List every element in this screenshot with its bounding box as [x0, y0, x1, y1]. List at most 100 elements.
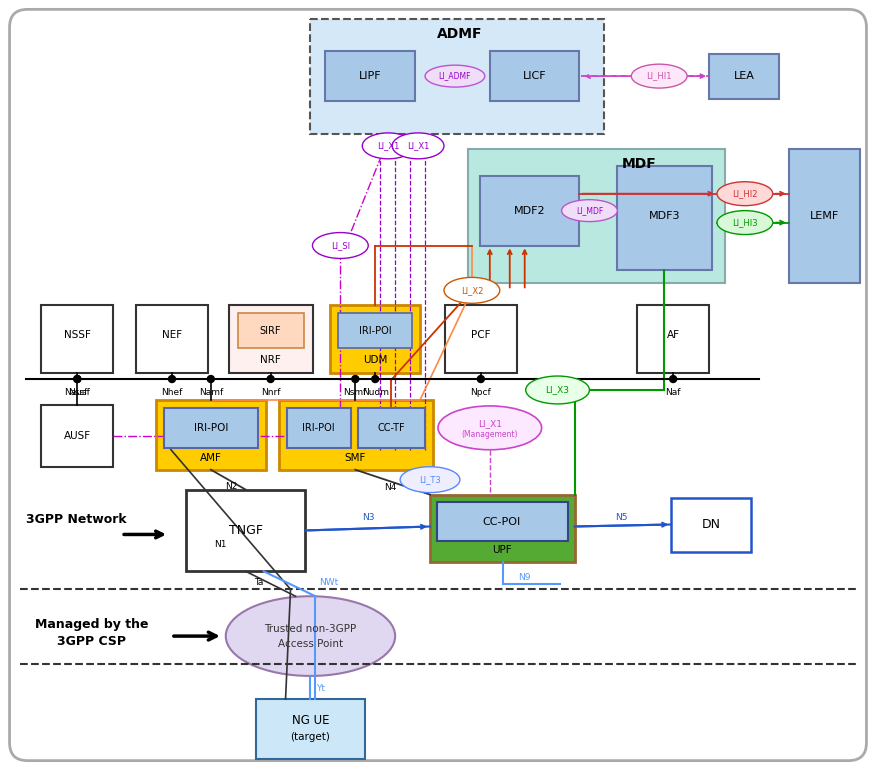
Ellipse shape — [312, 233, 367, 259]
Text: LI_X1: LI_X1 — [477, 420, 502, 428]
Text: SMF: SMF — [345, 453, 366, 463]
Text: Ta: Ta — [253, 578, 263, 587]
Circle shape — [267, 376, 274, 383]
Text: UDM: UDM — [362, 355, 387, 365]
Text: LIPF: LIPF — [359, 71, 381, 81]
FancyBboxPatch shape — [156, 400, 266, 470]
Text: MDF2: MDF2 — [513, 206, 545, 216]
Text: Nsmf: Nsmf — [343, 389, 367, 397]
Text: N3: N3 — [361, 513, 374, 522]
Circle shape — [168, 376, 175, 383]
Text: AMF: AMF — [200, 453, 222, 463]
Text: LI_X3: LI_X3 — [545, 386, 569, 394]
Text: LI_T3: LI_T3 — [418, 475, 440, 484]
Circle shape — [477, 376, 484, 383]
Ellipse shape — [424, 65, 484, 87]
Text: 3GPP Network: 3GPP Network — [26, 513, 126, 526]
Text: (target): (target) — [290, 732, 330, 742]
Text: N9: N9 — [517, 573, 531, 582]
FancyBboxPatch shape — [637, 305, 709, 373]
Text: IRI-POI: IRI-POI — [194, 423, 228, 433]
Text: Naf: Naf — [665, 389, 681, 397]
Text: IRI-POI: IRI-POI — [302, 423, 334, 433]
FancyBboxPatch shape — [358, 408, 424, 448]
FancyBboxPatch shape — [286, 408, 351, 448]
Circle shape — [207, 376, 214, 383]
Text: Trusted non-3GPP: Trusted non-3GPP — [264, 624, 356, 634]
Text: LI_ADMF: LI_ADMF — [438, 72, 471, 81]
FancyBboxPatch shape — [709, 54, 778, 99]
Text: PCF: PCF — [471, 330, 490, 340]
FancyBboxPatch shape — [489, 52, 579, 101]
Ellipse shape — [525, 376, 588, 404]
FancyBboxPatch shape — [445, 305, 517, 373]
FancyBboxPatch shape — [10, 9, 866, 761]
Text: Nssf: Nssf — [68, 389, 87, 397]
FancyBboxPatch shape — [310, 19, 603, 134]
FancyBboxPatch shape — [325, 52, 415, 101]
FancyBboxPatch shape — [480, 176, 579, 246]
Text: LI_SI: LI_SI — [331, 241, 350, 250]
Circle shape — [371, 376, 378, 383]
FancyBboxPatch shape — [278, 400, 432, 470]
Text: N4: N4 — [383, 483, 396, 492]
Text: Managed by the: Managed by the — [34, 618, 148, 631]
FancyBboxPatch shape — [136, 305, 208, 373]
Text: NRF: NRF — [260, 355, 281, 365]
Text: NEF: NEF — [161, 330, 182, 340]
Text: Nudm: Nudm — [361, 389, 389, 397]
Text: LEMF: LEMF — [809, 211, 838, 221]
Text: N1: N1 — [214, 540, 227, 549]
Ellipse shape — [444, 277, 499, 303]
Text: NG UE: NG UE — [291, 715, 329, 728]
Text: DN: DN — [701, 518, 720, 531]
Text: LI_X1: LI_X1 — [376, 142, 399, 150]
FancyBboxPatch shape — [338, 313, 411, 348]
Text: LEA: LEA — [732, 71, 753, 81]
Text: NSSF: NSSF — [64, 330, 90, 340]
Text: AF: AF — [666, 330, 679, 340]
FancyBboxPatch shape — [255, 699, 365, 758]
Text: CC-POI: CC-POI — [482, 517, 520, 527]
FancyBboxPatch shape — [229, 305, 313, 373]
Text: LI_X2: LI_X2 — [460, 286, 482, 295]
Text: LI_HI2: LI_HI2 — [731, 189, 757, 198]
FancyBboxPatch shape — [238, 313, 304, 348]
Text: LI_HI1: LI_HI1 — [645, 72, 671, 81]
Text: N5: N5 — [615, 513, 627, 522]
Text: LICF: LICF — [522, 71, 545, 81]
FancyBboxPatch shape — [41, 305, 113, 373]
Text: LI_X1: LI_X1 — [406, 142, 429, 150]
Text: Nhef: Nhef — [161, 389, 182, 397]
Text: UPF: UPF — [491, 545, 511, 555]
Ellipse shape — [561, 199, 617, 222]
FancyBboxPatch shape — [164, 408, 257, 448]
Text: Namf: Namf — [198, 389, 223, 397]
Circle shape — [352, 376, 359, 383]
Ellipse shape — [631, 64, 687, 88]
Ellipse shape — [717, 211, 772, 235]
Text: (Management): (Management) — [461, 430, 517, 440]
Text: MDF: MDF — [621, 157, 656, 171]
Text: Nnrf: Nnrf — [260, 389, 280, 397]
Ellipse shape — [400, 467, 460, 493]
Circle shape — [74, 376, 81, 383]
FancyBboxPatch shape — [670, 497, 750, 552]
FancyBboxPatch shape — [430, 494, 574, 562]
Text: Yt: Yt — [316, 685, 324, 694]
FancyBboxPatch shape — [467, 149, 724, 283]
Text: Nausf: Nausf — [64, 389, 90, 397]
FancyBboxPatch shape — [788, 149, 859, 283]
Circle shape — [74, 376, 81, 383]
Text: SIRF: SIRF — [260, 326, 281, 336]
Text: TNGF: TNGF — [228, 524, 262, 537]
Ellipse shape — [392, 133, 444, 159]
FancyBboxPatch shape — [617, 166, 711, 270]
Text: AUSF: AUSF — [64, 431, 90, 440]
Text: LI_MDF: LI_MDF — [575, 206, 602, 215]
Text: NWt: NWt — [318, 578, 338, 587]
FancyBboxPatch shape — [186, 490, 305, 571]
Text: LI_HI3: LI_HI3 — [731, 218, 757, 227]
Ellipse shape — [717, 182, 772, 206]
Text: MDF3: MDF3 — [648, 211, 679, 221]
